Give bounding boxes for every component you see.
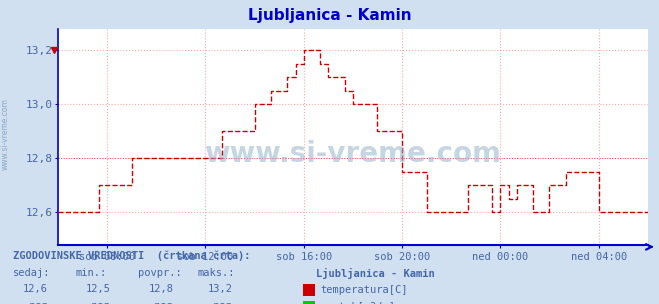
Text: 12,6: 12,6 [23,284,48,294]
Text: -nan: -nan [208,301,233,304]
Text: -nan: -nan [23,301,48,304]
Text: min.:: min.: [76,268,107,278]
Text: Ljubljanica - Kamin: Ljubljanica - Kamin [316,268,435,278]
Text: 12,5: 12,5 [86,284,111,294]
Text: www.si-vreme.com: www.si-vreme.com [1,98,10,170]
Text: ZGODOVINSKE VREDNOSTI  (črtkana črta):: ZGODOVINSKE VREDNOSTI (črtkana črta): [13,251,250,261]
Text: povpr.:: povpr.: [138,268,182,278]
Text: Ljubljanica - Kamin: Ljubljanica - Kamin [248,8,411,22]
Text: www.si-vreme.com: www.si-vreme.com [204,140,501,168]
Text: sedaj:: sedaj: [13,268,51,278]
Text: 12,8: 12,8 [148,284,173,294]
Text: temperatura[C]: temperatura[C] [320,285,408,295]
Text: -nan: -nan [148,301,173,304]
Text: 13,2: 13,2 [208,284,233,294]
Text: maks.:: maks.: [198,268,235,278]
Text: -nan: -nan [86,301,111,304]
Text: pretok[m3/s]: pretok[m3/s] [320,302,395,304]
